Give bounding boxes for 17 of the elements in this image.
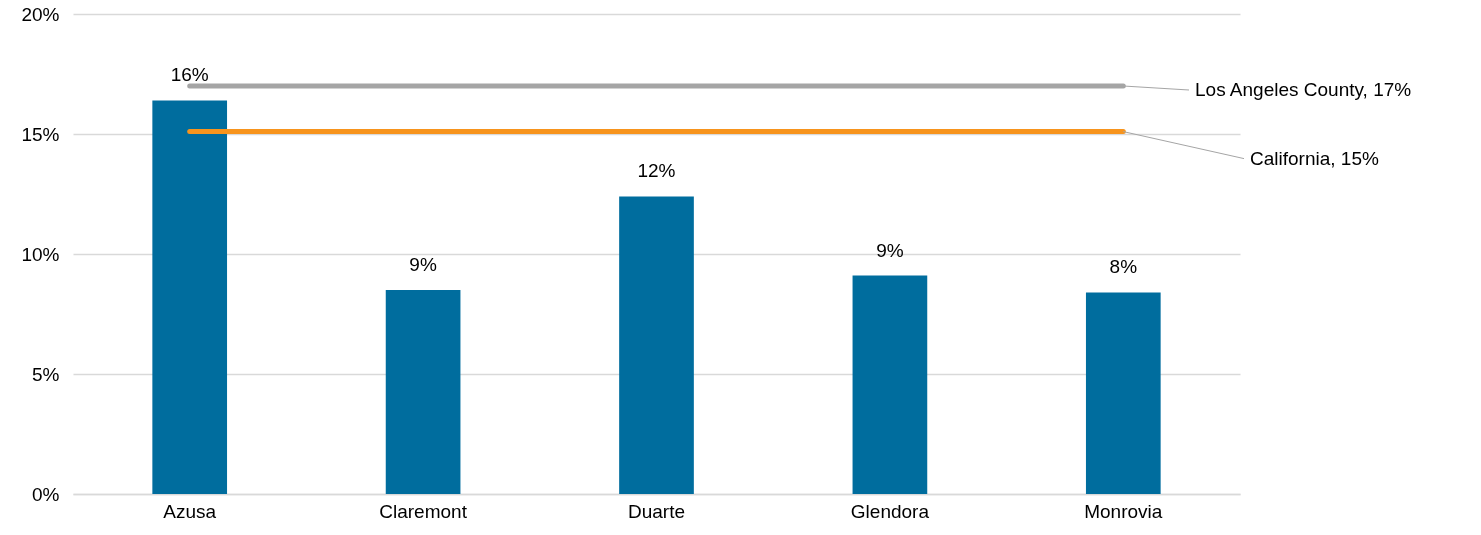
data-label: 16%	[170, 64, 209, 86]
data-label: 12%	[637, 160, 676, 182]
ref-line-label: California, 15%	[1250, 147, 1379, 169]
x-tick-label: Monrovia	[1084, 500, 1163, 522]
data-label: 9%	[876, 239, 904, 261]
y-tick-label: 5%	[32, 363, 60, 385]
y-tick-label: 0%	[32, 483, 60, 505]
y-tick-label: 20%	[21, 3, 60, 25]
ref-line-label: Los Angeles County, 17%	[1195, 79, 1412, 100]
x-tick-label: Duarte	[627, 500, 686, 522]
data-label: 9%	[409, 254, 437, 275]
y-tick-label: 10%	[21, 243, 60, 265]
x-tick-label: Azusa	[163, 500, 217, 522]
x-tick-label: Claremont	[379, 500, 468, 522]
y-tick-label: 15%	[21, 123, 60, 145]
data-label: 8%	[1109, 256, 1138, 278]
x-tick-label: Glendora	[850, 500, 930, 522]
